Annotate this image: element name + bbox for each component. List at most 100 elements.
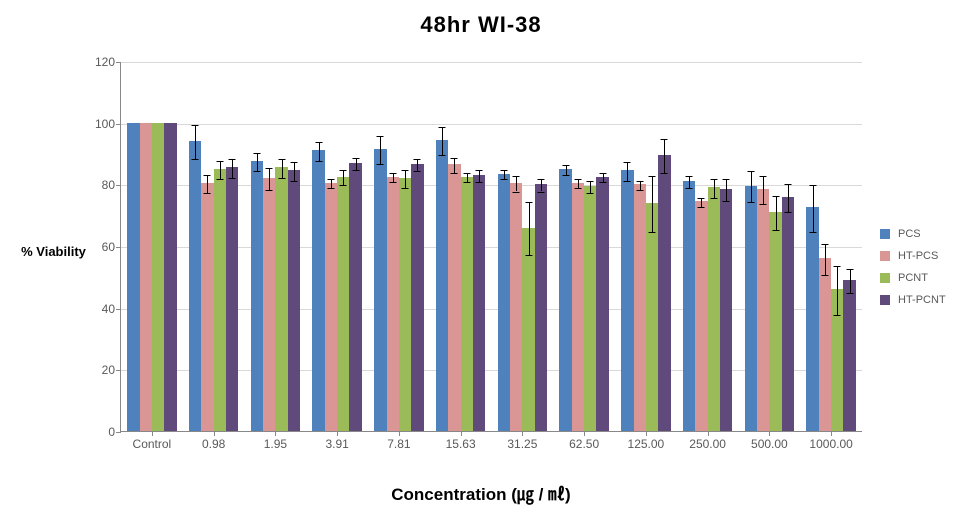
bar <box>572 183 584 431</box>
x-tick-label: 7.81 <box>387 437 410 451</box>
y-tick-label: 100 <box>81 117 115 131</box>
legend-label: PCNT <box>898 272 928 284</box>
legend-item: HT-PCS <box>880 250 946 262</box>
legend-swatch <box>880 229 890 239</box>
x-tick-label: 500.00 <box>751 437 788 451</box>
error-bar <box>529 202 530 254</box>
bar <box>461 177 473 431</box>
error-bar <box>380 136 381 164</box>
bar <box>757 189 769 431</box>
error-bar <box>640 181 641 190</box>
error-bar <box>257 153 258 172</box>
error-bar <box>813 185 814 231</box>
error-bar <box>442 127 443 155</box>
error-bar <box>232 159 233 178</box>
x-axis-label: Concentration (㎍ / ㎖) <box>0 480 962 505</box>
bar <box>806 207 818 431</box>
bar <box>436 140 448 431</box>
legend-swatch <box>880 251 890 261</box>
error-bar <box>652 176 653 232</box>
x-tick-label: 15.63 <box>446 437 476 451</box>
bar <box>387 177 399 431</box>
bar-group: 1000.00 <box>800 62 862 431</box>
bar <box>843 280 855 431</box>
bar <box>510 183 522 431</box>
error-bar <box>763 176 764 204</box>
error-bar <box>825 244 826 275</box>
bar <box>769 212 781 431</box>
error-bar <box>405 170 406 189</box>
error-bar <box>269 168 270 190</box>
error-bar <box>207 175 208 194</box>
error-bar <box>776 196 777 230</box>
error-bar <box>356 158 357 170</box>
error-bar <box>319 142 320 161</box>
error-bar <box>479 170 480 182</box>
error-bar <box>788 184 789 212</box>
x-tick-label: 0.98 <box>202 437 225 451</box>
x-tick-label: 31.25 <box>507 437 537 451</box>
error-bar <box>751 171 752 202</box>
bar <box>214 169 226 431</box>
error-bar <box>627 162 628 181</box>
bar <box>535 184 547 431</box>
error-bar <box>294 162 295 181</box>
bar <box>325 183 337 431</box>
bar-group: 500.00 <box>739 62 801 431</box>
bar <box>152 123 164 431</box>
error-bar <box>454 158 455 173</box>
bar <box>374 149 386 431</box>
bar <box>399 178 411 431</box>
error-bar <box>726 179 727 201</box>
bar <box>498 174 510 431</box>
bar <box>164 123 176 431</box>
legend-label: PCS <box>898 228 921 240</box>
x-tick-label: Control <box>133 437 172 451</box>
bar <box>634 184 646 431</box>
viability-bar-chart: 48hr WI-38 % Viability 020406080100120Co… <box>0 0 962 528</box>
x-tick-label: 125.00 <box>628 437 665 451</box>
bar <box>522 228 534 432</box>
bar <box>745 186 757 431</box>
bar <box>621 170 633 431</box>
bar <box>720 189 732 431</box>
y-tick-label: 60 <box>81 240 115 254</box>
y-tick-label: 40 <box>81 302 115 316</box>
error-bar <box>689 176 690 188</box>
bar <box>263 178 275 431</box>
legend: PCSHT-PCSPCNTHT-PCNT <box>880 228 946 316</box>
y-tick-label: 120 <box>81 55 115 69</box>
bar <box>695 201 707 431</box>
error-bar <box>566 165 567 174</box>
y-tick-label: 0 <box>81 425 115 439</box>
error-bar <box>282 159 283 178</box>
bar <box>140 123 152 431</box>
y-tick-label: 20 <box>81 363 115 377</box>
error-bar <box>850 269 851 294</box>
plot-area: 020406080100120Control0.981.953.917.8115… <box>120 62 862 432</box>
legend-swatch <box>880 273 890 283</box>
error-bar <box>714 179 715 198</box>
bar-group: 3.91 <box>306 62 368 431</box>
bar-group: 31.25 <box>492 62 554 431</box>
bar <box>275 167 287 431</box>
error-bar <box>417 159 418 171</box>
bar-group: 1.95 <box>245 62 307 431</box>
error-bar <box>701 198 702 207</box>
bar <box>596 177 608 431</box>
bar <box>201 183 213 431</box>
legend-swatch <box>880 295 890 305</box>
chart-title: 48hr WI-38 <box>0 12 962 38</box>
error-bar <box>590 181 591 193</box>
bar <box>584 186 596 431</box>
x-tick-label: 3.91 <box>325 437 348 451</box>
error-bar <box>516 176 517 191</box>
x-tick-label: 62.50 <box>569 437 599 451</box>
bar <box>349 163 361 431</box>
error-bar <box>393 173 394 182</box>
bar <box>411 164 423 431</box>
bar <box>683 181 695 431</box>
bar <box>226 167 238 431</box>
bar <box>127 123 139 431</box>
legend-label: HT-PCS <box>898 250 938 262</box>
